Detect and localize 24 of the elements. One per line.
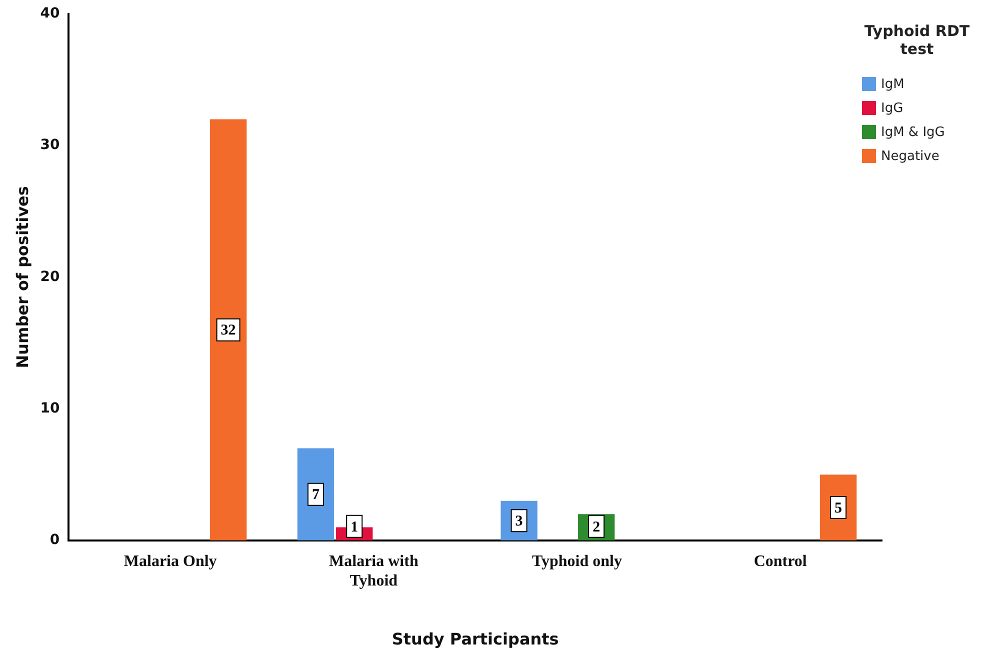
x-tick-label: Typhoid only [532, 553, 622, 570]
y-tick-label: 40 [40, 6, 60, 22]
y-tick-label: 10 [40, 400, 60, 416]
legend-label: Negative [881, 148, 940, 164]
bar [210, 119, 247, 540]
y-tick-label: 30 [40, 137, 60, 154]
data-label: 5 [834, 500, 842, 516]
x-tick-label: Malaria Only [124, 553, 217, 570]
legend-label: IgM [881, 76, 904, 92]
y-axis-title: Number of positives [12, 186, 32, 368]
data-label: 1 [350, 519, 358, 536]
data-label: 7 [312, 487, 320, 504]
x-axis-title: Study Participants [392, 630, 559, 649]
x-tick-label: Malaria with Tyhoid [329, 553, 418, 590]
legend-label: IgG [881, 100, 904, 116]
data-label: 2 [592, 519, 600, 536]
y-tick-label: 20 [40, 268, 60, 285]
data-label: 3 [515, 514, 523, 530]
data-label: 32 [220, 322, 236, 339]
bar [297, 448, 334, 540]
legend-title: Typhoid RDT test [863, 22, 971, 58]
legend-label: IgM & IgG [881, 124, 945, 140]
x-tick-label: Control [754, 553, 808, 570]
y-tick-label: 0 [50, 532, 60, 548]
